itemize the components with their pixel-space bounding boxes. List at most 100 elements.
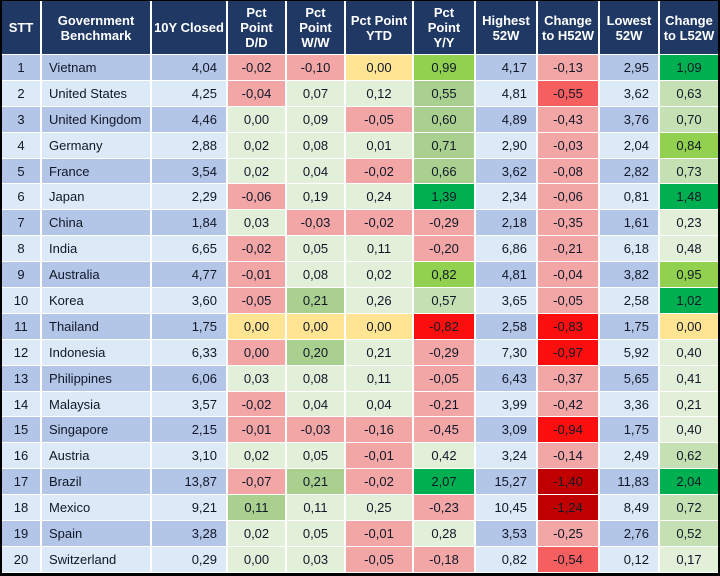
cell-closed: 4,46 <box>152 106 228 133</box>
cell-ytd: -0,02 <box>346 158 414 185</box>
cell-low: 2,49 <box>600 443 660 470</box>
cell-stt: 13 <box>2 365 42 392</box>
cell-l52: 0,72 <box>660 495 718 522</box>
cell-closed: 3,60 <box>152 288 228 314</box>
cell-high: 3,24 <box>476 443 538 470</box>
cell-yy: 0,55 <box>414 80 476 107</box>
cell-low: 5,65 <box>600 365 660 392</box>
cell-h52: -0,04 <box>538 262 600 289</box>
cell-l52: 0,95 <box>660 262 718 289</box>
cell-yy: -0,20 <box>414 236 476 263</box>
cell-stt: 6 <box>2 184 42 211</box>
cell-ytd: -0,05 <box>346 546 414 573</box>
cell-name: Malaysia <box>42 391 152 418</box>
cell-h52: -0,97 <box>538 339 600 366</box>
cell-closed: 13,87 <box>152 469 228 496</box>
cell-yy: 0,60 <box>414 106 476 133</box>
cell-stt: 7 <box>2 210 42 237</box>
cell-yy: 1,39 <box>414 184 476 211</box>
cell-yy: -0,29 <box>414 339 476 366</box>
cell-yy: -0,21 <box>414 391 476 418</box>
cell-h52: -0,14 <box>538 443 600 470</box>
cell-dd: 0,00 <box>228 546 287 573</box>
cell-l52: 0,73 <box>660 158 718 185</box>
cell-ytd: 0,11 <box>346 236 414 263</box>
table-row: 8 India 6,65 -0,02 0,05 0,11 -0,20 6,86 -0,21 6,1… <box>2 236 718 263</box>
cell-closed: 3,54 <box>152 158 228 185</box>
cell-ytd: -0,02 <box>346 469 414 496</box>
cell-l52: 1,48 <box>660 184 718 211</box>
cell-name: Japan <box>42 184 152 211</box>
cell-h52: -0,42 <box>538 391 600 418</box>
cell-ytd: 0,00 <box>346 55 414 81</box>
table-row: 5 France 3,54 0,02 0,04 -0,02 0,66 3,62 -0,08 2,8… <box>2 158 718 185</box>
cell-ytd: 0,26 <box>346 288 414 314</box>
column-header-lowest-52w: Lowest 52W <box>600 1 660 55</box>
cell-yy: 0,57 <box>414 288 476 314</box>
cell-ytd: 0,02 <box>346 262 414 289</box>
cell-low: 2,76 <box>600 521 660 547</box>
cell-low: 2,95 <box>600 55 660 81</box>
cell-closed: 3,10 <box>152 443 228 470</box>
table-row: 18 Mexico 9,21 0,11 0,11 0,25 -0,23 10,45 -1,24 8… <box>2 495 718 522</box>
cell-ytd: 0,01 <box>346 132 414 159</box>
cell-dd: -0,06 <box>228 184 287 211</box>
cell-l52: 0,40 <box>660 417 718 444</box>
cell-closed: 6,65 <box>152 236 228 263</box>
cell-yy: -0,29 <box>414 210 476 237</box>
cell-stt: 11 <box>2 313 42 340</box>
cell-ww: 0,21 <box>287 288 346 314</box>
cell-low: 2,04 <box>600 132 660 159</box>
cell-ww: 0,04 <box>287 391 346 418</box>
cell-name: United States <box>42 80 152 107</box>
cell-yy: 0,28 <box>414 521 476 547</box>
cell-high: 3,65 <box>476 288 538 314</box>
cell-ww: 0,08 <box>287 262 346 289</box>
cell-high: 4,81 <box>476 80 538 107</box>
cell-name: United Kingdom <box>42 106 152 133</box>
cell-ytd: -0,01 <box>346 521 414 547</box>
cell-l52: 0,84 <box>660 132 718 159</box>
column-header-pct-dd: Pct Point D/D <box>228 1 287 55</box>
cell-l52: 2,04 <box>660 469 718 496</box>
cell-dd: -0,02 <box>228 236 287 263</box>
cell-high: 3,09 <box>476 417 538 444</box>
cell-name: China <box>42 210 152 237</box>
cell-dd: -0,02 <box>228 55 287 81</box>
cell-stt: 19 <box>2 521 42 547</box>
cell-name: Philippines <box>42 365 152 392</box>
cell-dd: 0,00 <box>228 106 287 133</box>
cell-l52: 0,23 <box>660 210 718 237</box>
cell-dd: -0,01 <box>228 417 287 444</box>
cell-ytd: 0,12 <box>346 80 414 107</box>
cell-stt: 20 <box>2 546 42 573</box>
cell-yy: -0,05 <box>414 365 476 392</box>
cell-ww: 0,07 <box>287 80 346 107</box>
cell-yy: 0,99 <box>414 55 476 81</box>
cell-yy: -0,45 <box>414 417 476 444</box>
cell-stt: 12 <box>2 339 42 366</box>
cell-name: Switzerland <box>42 546 152 573</box>
cell-ww: 0,21 <box>287 469 346 496</box>
cell-name: Mexico <box>42 495 152 522</box>
table-row: 16 Austria 3,10 0,02 0,05 -0,01 0,42 3,24 -0,14 2… <box>2 443 718 470</box>
cell-low: 3,36 <box>600 391 660 418</box>
cell-ww: 0,04 <box>287 158 346 185</box>
table-row: 3 United Kingdom 4,46 0,00 0,09 -0,05 0,60 4,89… <box>2 106 718 133</box>
cell-l52: 0,41 <box>660 365 718 392</box>
cell-low: 8,49 <box>600 495 660 522</box>
cell-stt: 16 <box>2 443 42 470</box>
cell-stt: 1 <box>2 55 42 81</box>
cell-closed: 4,04 <box>152 55 228 81</box>
cell-ww: 0,08 <box>287 365 346 392</box>
cell-l52: 1,09 <box>660 55 718 81</box>
cell-yy: 2,07 <box>414 469 476 496</box>
cell-low: 2,58 <box>600 288 660 314</box>
cell-closed: 6,06 <box>152 365 228 392</box>
cell-name: Indonesia <box>42 339 152 366</box>
cell-ytd: -0,02 <box>346 210 414 237</box>
cell-low: 3,62 <box>600 80 660 107</box>
table-row: 4 Germany 2,88 0,02 0,08 0,01 0,71 2,90 -0,03 2,0… <box>2 132 718 159</box>
cell-stt: 10 <box>2 288 42 314</box>
